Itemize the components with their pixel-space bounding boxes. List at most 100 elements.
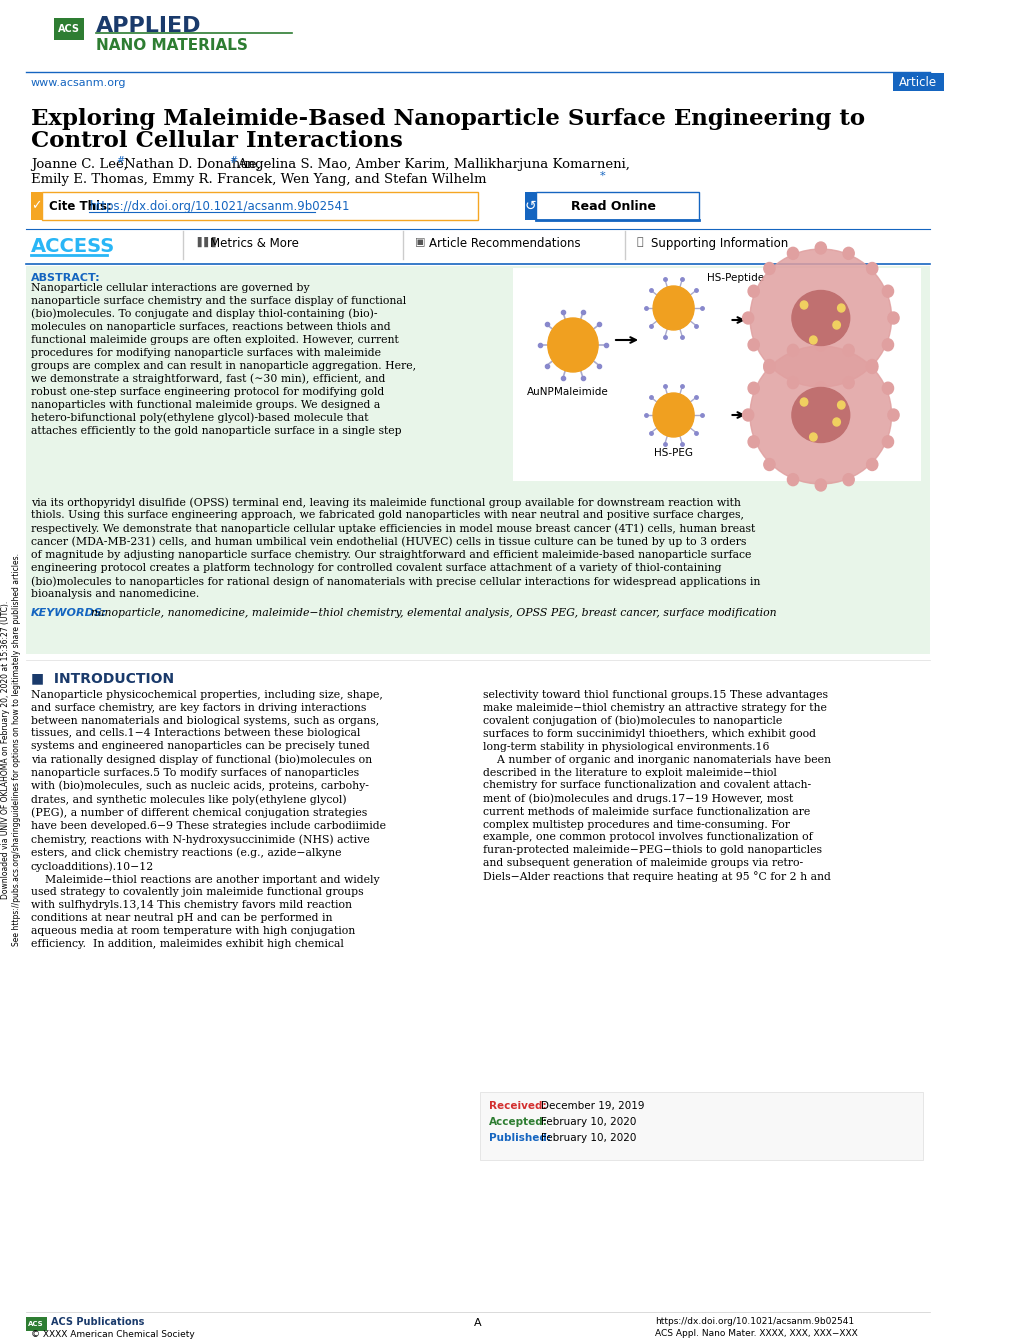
Circle shape <box>747 285 758 297</box>
Text: Downloaded via UNIV OF OKLAHOMA on February 20, 2020 at 15:36:27 (UTC).
See http: Downloaded via UNIV OF OKLAHOMA on Febru… <box>1 553 20 947</box>
Text: selectivity toward thiol functional groups.15 These advantages
make maleimide−th: selectivity toward thiol functional grou… <box>482 690 829 882</box>
Text: KEYWORDS:: KEYWORDS: <box>31 608 107 618</box>
Text: ↺: ↺ <box>524 199 535 214</box>
FancyBboxPatch shape <box>479 1092 922 1160</box>
Text: Exploring Maleimide-Based Nanoparticle Surface Engineering to: Exploring Maleimide-Based Nanoparticle S… <box>31 107 864 130</box>
Text: ACS: ACS <box>58 24 79 34</box>
Text: https://dx.doi.org/10.1021/acsanm.9b02541: https://dx.doi.org/10.1021/acsanm.9b0254… <box>654 1317 853 1326</box>
Circle shape <box>809 336 816 344</box>
Text: ACS: ACS <box>29 1322 44 1327</box>
Text: Received:: Received: <box>489 1101 546 1111</box>
Text: Ⓢ: Ⓢ <box>636 236 642 247</box>
Text: Article Recommendations: Article Recommendations <box>429 236 581 250</box>
Text: ACS Appl. Nano Mater. XXXX, XXX, XXX−XXX: ACS Appl. Nano Mater. XXXX, XXX, XXX−XXX <box>654 1330 857 1338</box>
Circle shape <box>742 410 753 420</box>
Circle shape <box>787 474 798 486</box>
Text: Nanoparticle cellular interactions are governed by
nanoparticle surface chemistr: Nanoparticle cellular interactions are g… <box>31 283 416 436</box>
Text: Supporting Information: Supporting Information <box>650 236 788 250</box>
Circle shape <box>843 474 853 486</box>
Text: A: A <box>474 1317 481 1328</box>
Circle shape <box>800 398 807 406</box>
Circle shape <box>866 361 877 373</box>
Text: Joanne C. Lee,: Joanne C. Lee, <box>31 158 127 171</box>
Text: Angelina S. Mao, Amber Karim, Mallikharjuna Komarneni,: Angelina S. Mao, Amber Karim, Mallikharj… <box>236 158 629 171</box>
Text: APPLIED: APPLIED <box>96 16 201 36</box>
Circle shape <box>763 360 774 372</box>
Circle shape <box>763 361 774 373</box>
FancyBboxPatch shape <box>26 266 929 654</box>
Text: Read Online: Read Online <box>571 200 655 212</box>
Circle shape <box>833 321 840 329</box>
Circle shape <box>652 393 693 436</box>
Circle shape <box>814 338 825 351</box>
Circle shape <box>747 338 758 351</box>
FancyBboxPatch shape <box>892 73 943 91</box>
Circle shape <box>800 301 807 309</box>
Text: ✓: ✓ <box>31 200 42 212</box>
Text: ACS Publications: ACS Publications <box>51 1317 145 1327</box>
Circle shape <box>833 418 840 426</box>
Circle shape <box>881 383 893 395</box>
FancyBboxPatch shape <box>524 192 535 220</box>
Ellipse shape <box>749 346 891 483</box>
Text: NANO MATERIALS: NANO MATERIALS <box>96 39 248 54</box>
Circle shape <box>866 458 877 470</box>
Ellipse shape <box>791 388 849 442</box>
FancyBboxPatch shape <box>54 17 84 40</box>
Circle shape <box>887 312 898 324</box>
Circle shape <box>747 435 758 447</box>
Text: https://dx.doi.org/10.1021/acsanm.9b02541: https://dx.doi.org/10.1021/acsanm.9b0254… <box>90 200 350 214</box>
Circle shape <box>814 381 825 393</box>
Ellipse shape <box>791 290 849 345</box>
Text: Cite This:: Cite This: <box>49 200 112 214</box>
Ellipse shape <box>749 248 891 387</box>
Text: nanoparticle, nanomedicine, maleimide−thiol chemistry, elemental analysis, OPSS : nanoparticle, nanomedicine, maleimide−th… <box>91 608 776 618</box>
Text: via its orthopyridyl disulfide (OPSS) terminal end, leaving its maleimide functi: via its orthopyridyl disulfide (OPSS) te… <box>31 497 759 599</box>
FancyBboxPatch shape <box>26 1317 47 1331</box>
FancyBboxPatch shape <box>42 192 478 220</box>
Circle shape <box>787 247 798 259</box>
Text: HS-PEG: HS-PEG <box>653 449 693 458</box>
Circle shape <box>787 376 798 388</box>
Text: #: # <box>229 156 237 165</box>
Circle shape <box>742 312 753 324</box>
Text: December 19, 2019: December 19, 2019 <box>541 1101 644 1111</box>
Text: ABSTRACT:: ABSTRACT: <box>31 273 100 283</box>
Text: Article: Article <box>898 75 935 89</box>
Circle shape <box>866 262 877 274</box>
Circle shape <box>809 432 816 441</box>
Circle shape <box>887 410 898 420</box>
Text: Metrics & More: Metrics & More <box>209 236 299 250</box>
Circle shape <box>843 247 853 259</box>
FancyBboxPatch shape <box>513 269 920 481</box>
Circle shape <box>837 402 844 410</box>
Text: February 10, 2020: February 10, 2020 <box>541 1117 636 1127</box>
Text: Control Cellular Interactions: Control Cellular Interactions <box>31 130 403 152</box>
Circle shape <box>843 344 853 356</box>
Circle shape <box>747 383 758 395</box>
Circle shape <box>881 435 893 447</box>
FancyBboxPatch shape <box>535 192 698 220</box>
Text: HS-Peptide: HS-Peptide <box>706 273 763 283</box>
Circle shape <box>652 286 693 330</box>
Circle shape <box>843 376 853 388</box>
Circle shape <box>881 285 893 297</box>
Circle shape <box>866 360 877 372</box>
Text: Emily E. Thomas, Emmy R. Francek, Wen Yang, and Stefan Wilhelm: Emily E. Thomas, Emmy R. Francek, Wen Ya… <box>31 173 486 185</box>
Text: #: # <box>116 156 124 165</box>
Text: ▐▐▐: ▐▐▐ <box>194 236 216 247</box>
Circle shape <box>814 242 825 254</box>
Text: ▣: ▣ <box>415 236 426 247</box>
Text: © XXXX American Chemical Society: © XXXX American Chemical Society <box>31 1330 195 1339</box>
Circle shape <box>814 479 825 492</box>
Circle shape <box>763 458 774 470</box>
Circle shape <box>547 318 597 372</box>
Text: Accepted:: Accepted: <box>489 1117 547 1127</box>
Text: Published:: Published: <box>489 1133 550 1143</box>
Text: www.acsanm.org: www.acsanm.org <box>31 78 126 89</box>
Text: ■  INTRODUCTION: ■ INTRODUCTION <box>31 672 173 685</box>
Text: *: * <box>599 171 605 181</box>
Text: ACCESS: ACCESS <box>31 236 115 257</box>
Circle shape <box>837 304 844 312</box>
Text: Nathan D. Donahue,: Nathan D. Donahue, <box>123 158 260 171</box>
